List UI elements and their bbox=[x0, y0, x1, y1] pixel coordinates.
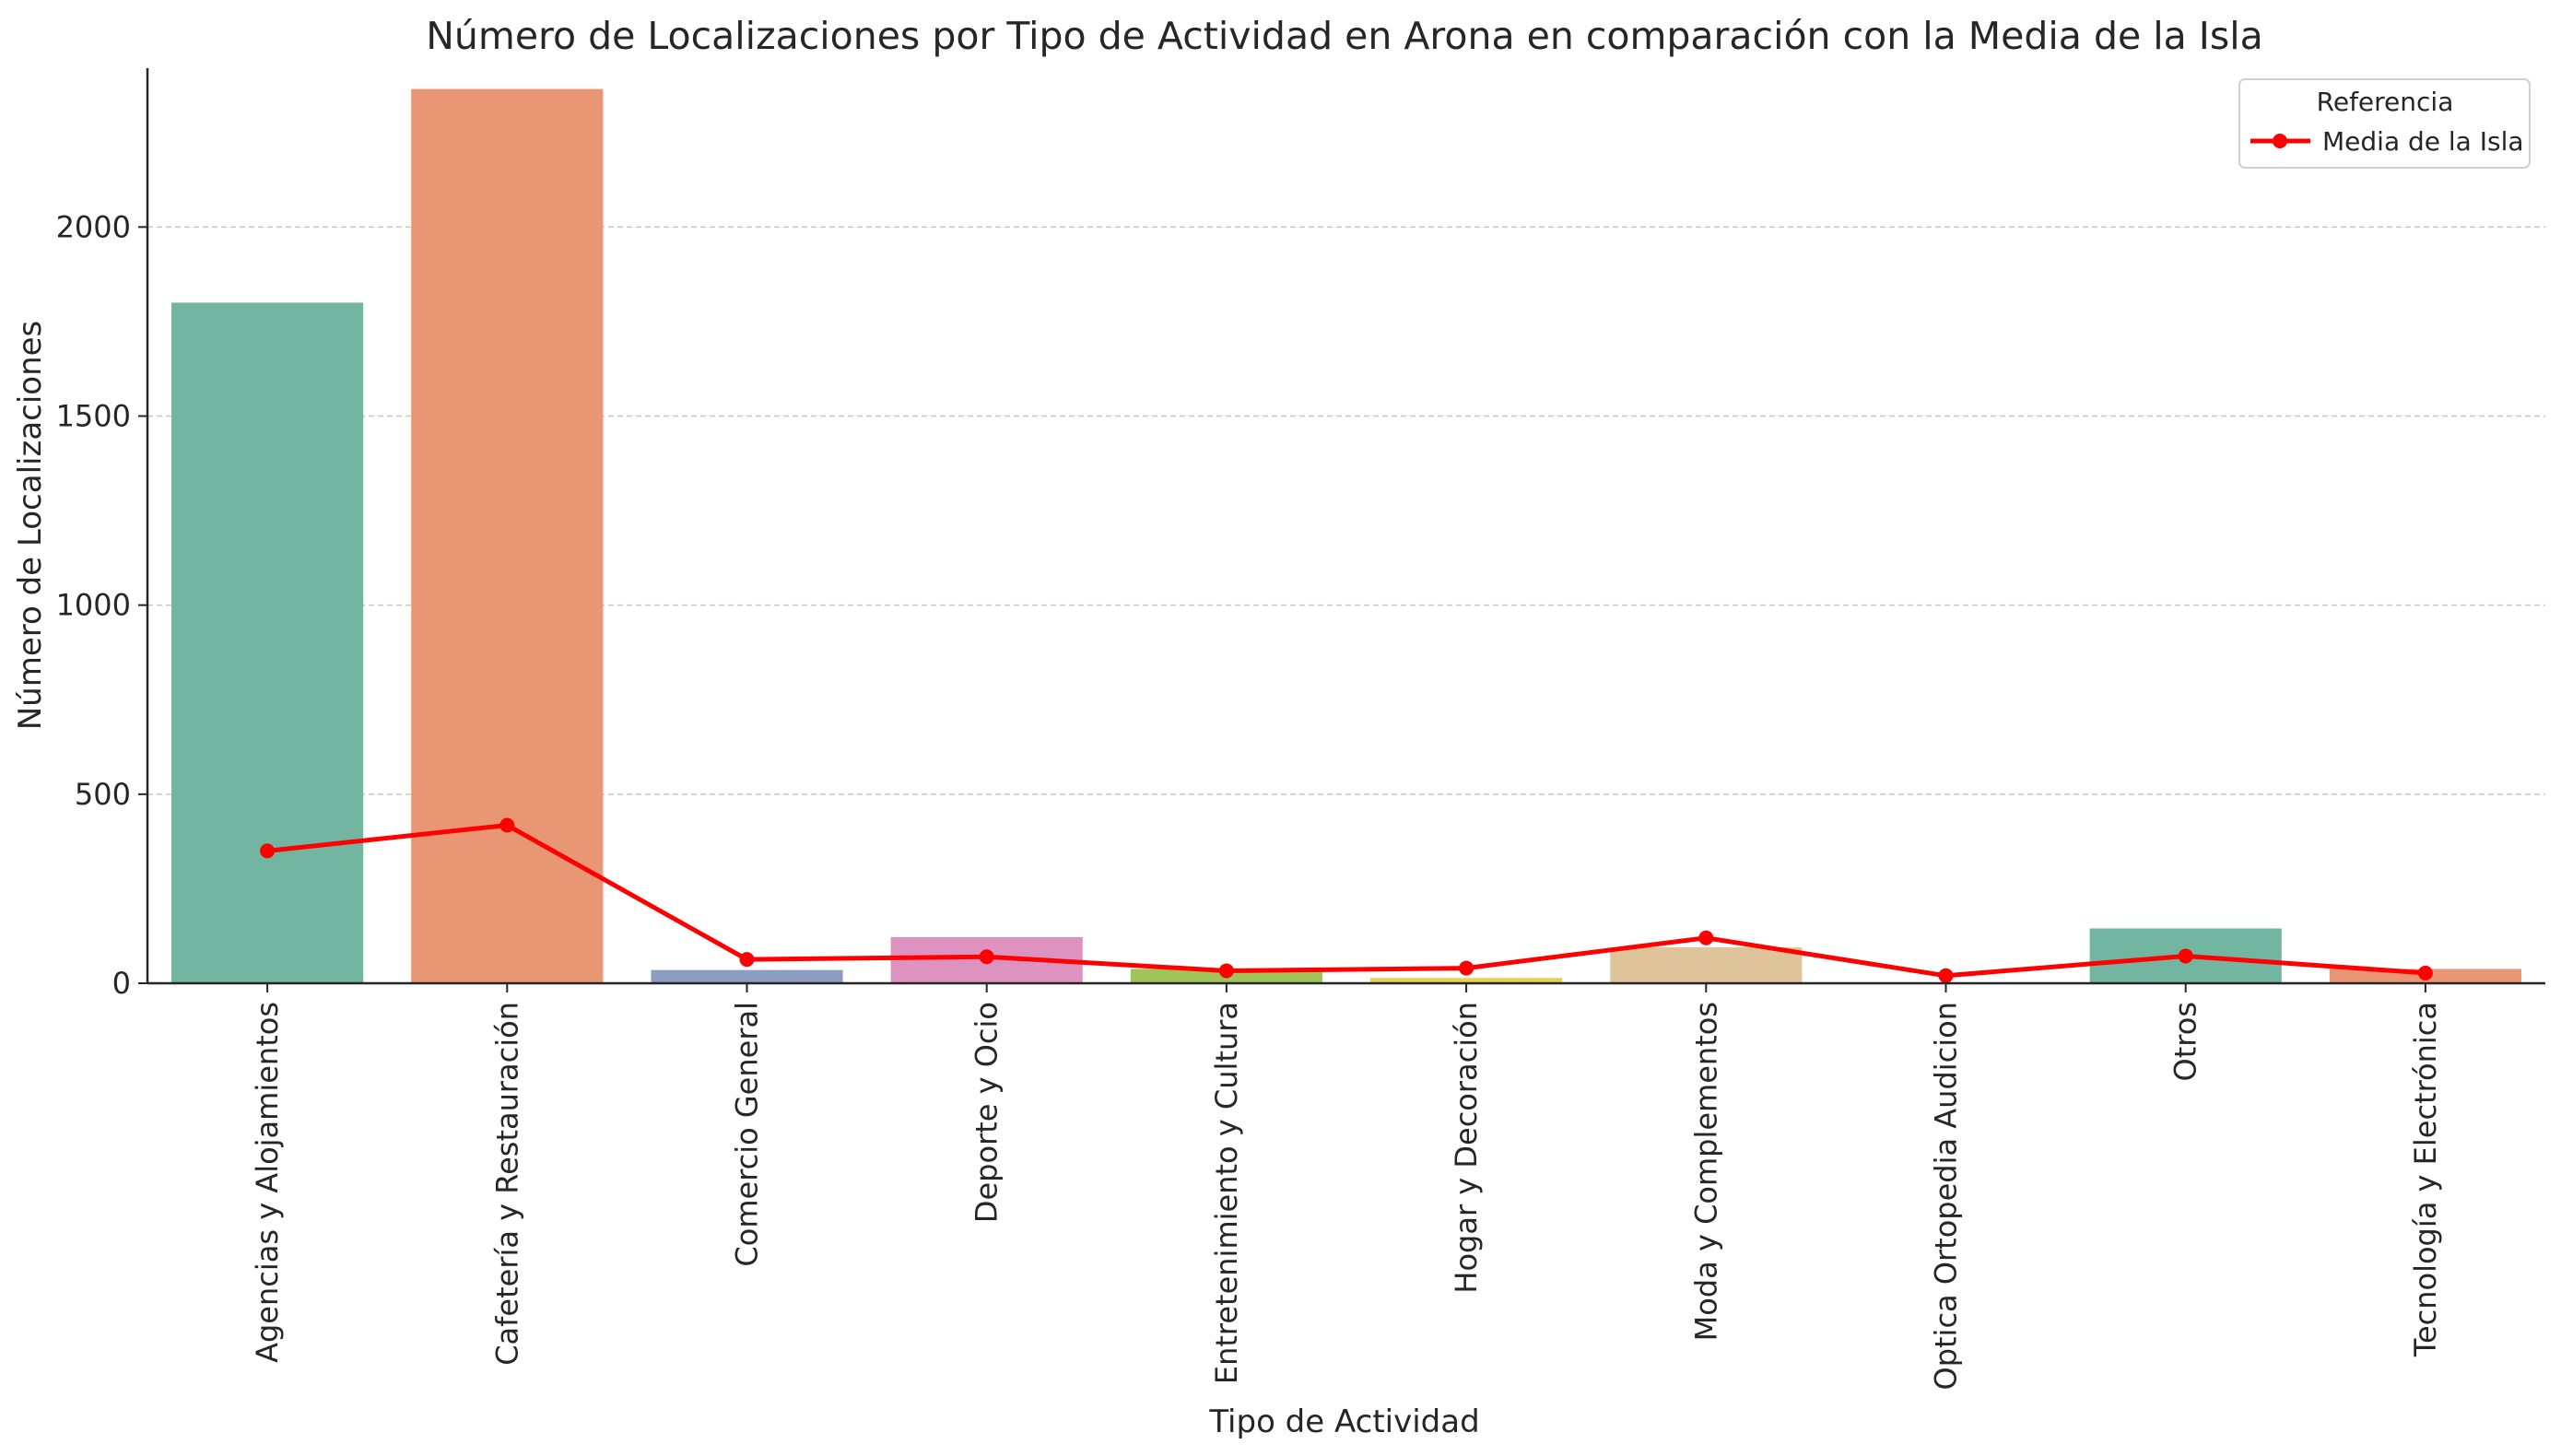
series-point bbox=[260, 843, 276, 859]
x-tick-label: Comercio General bbox=[730, 1002, 765, 1267]
x-tick-label: Entretenimiento y Cultura bbox=[1209, 1002, 1244, 1384]
x-tick-label: Deporte y Ocio bbox=[969, 1002, 1004, 1223]
x-tick-label: Optica Ortopedia Audicion bbox=[1929, 1002, 1964, 1390]
legend-title: Referencia bbox=[2317, 87, 2454, 117]
x-tick-label: Otros bbox=[2168, 1002, 2203, 1081]
legend-series-label: Media de la Isla bbox=[2322, 126, 2524, 157]
series-point bbox=[1218, 963, 1234, 979]
x-tick-label: Tecnología y Electrónica bbox=[2408, 1002, 2443, 1357]
bar bbox=[171, 302, 364, 983]
series-point bbox=[2178, 948, 2193, 964]
x-tick-label: Moda y Complementos bbox=[1688, 1002, 1723, 1341]
x-axis-label: Tipo de Actividad bbox=[1208, 1403, 1479, 1440]
x-tick-label: Hogar y Decoración bbox=[1449, 1002, 1484, 1294]
x-tick-label: Cafetería y Restauración bbox=[489, 1002, 524, 1366]
bar bbox=[651, 969, 843, 983]
series-point bbox=[979, 949, 994, 965]
series-point bbox=[499, 817, 515, 833]
y-tick-label: 500 bbox=[75, 777, 131, 812]
x-ticks: Agencias y Alojamientos Cafetería y Resta… bbox=[250, 983, 2443, 1390]
y-tick-label: 1000 bbox=[56, 588, 131, 623]
series-polyline bbox=[266, 822, 2426, 979]
series-line bbox=[260, 817, 2433, 983]
chart-title: Número de Localizaciones por Tipo de Act… bbox=[426, 14, 2263, 58]
bars bbox=[171, 88, 2521, 984]
y-tick-label: 1500 bbox=[56, 399, 131, 434]
series-point bbox=[1459, 960, 1474, 976]
x-tick-label: Agencias y Alojamientos bbox=[250, 1002, 285, 1363]
axes bbox=[146, 68, 2545, 985]
bar bbox=[1610, 947, 1803, 983]
series-point bbox=[1938, 968, 1954, 983]
bar bbox=[411, 88, 604, 984]
legend-box bbox=[2238, 78, 2531, 169]
bar bbox=[1370, 978, 1563, 983]
series-point bbox=[739, 952, 755, 968]
series-point bbox=[2417, 965, 2433, 980]
y-ticks: 0 500 1000 1500 2000 bbox=[56, 209, 147, 1001]
y-tick-label: 0 bbox=[112, 966, 131, 1001]
y-axis-label: Número de Localizaciones bbox=[12, 321, 49, 731]
legend-marker-swatch bbox=[2273, 134, 2287, 148]
series-point bbox=[1698, 930, 1714, 945]
legend: Referencia Media de la Isla bbox=[2238, 78, 2531, 169]
y-tick-label: 2000 bbox=[56, 209, 131, 244]
